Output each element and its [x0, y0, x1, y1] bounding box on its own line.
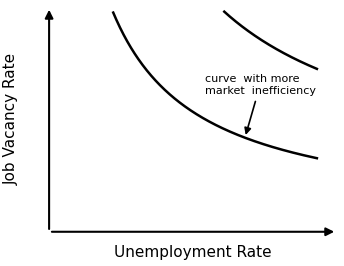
Text: curve  with less market  inefficiency: curve with less market inefficiency — [0, 265, 1, 266]
Text: Job Vacancy Rate: Job Vacancy Rate — [4, 53, 19, 185]
Text: Unemployment Rate: Unemployment Rate — [114, 245, 272, 260]
Text: curve  with more
market  inefficiency: curve with more market inefficiency — [205, 74, 315, 133]
